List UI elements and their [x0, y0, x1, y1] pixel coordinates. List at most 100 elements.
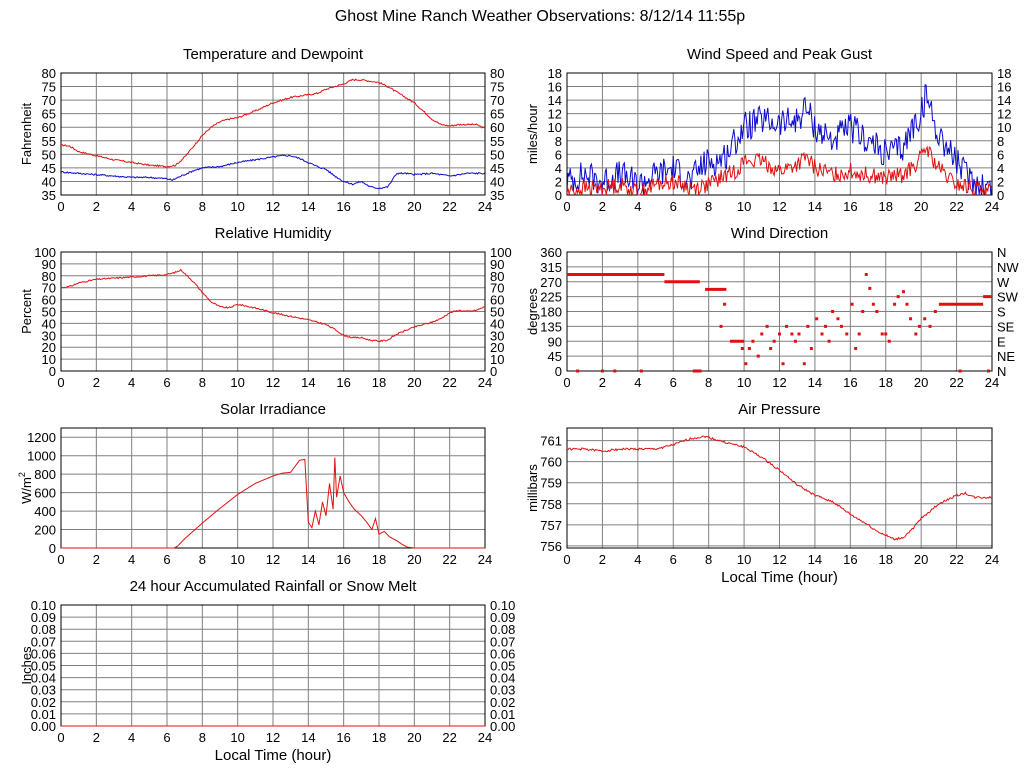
chart-rainfall: 24 hour Accumulated Rainfall or Snow Mel…	[19, 578, 515, 764]
direction-point	[875, 310, 879, 313]
x-tick-label: 18	[372, 199, 386, 214]
y-tick-label-right: 30	[490, 328, 504, 343]
y-tick-label: 50	[42, 305, 56, 320]
x-tick-label: 22	[949, 199, 963, 214]
plot-frame	[566, 72, 993, 196]
y-tick-label: 600	[34, 486, 56, 501]
x-tick-label: 10	[230, 199, 244, 214]
x-tick-label: 20	[407, 730, 421, 745]
direction-point	[864, 272, 868, 276]
x-tick-label: 12	[266, 375, 280, 390]
y-tick-label-right: 70	[490, 93, 504, 108]
y-tick-label: 20	[42, 340, 56, 355]
x-tick-label: 22	[442, 730, 456, 745]
y-tick-label-right: SE	[997, 319, 1015, 334]
direction-point	[785, 324, 789, 328]
plot-frame	[60, 251, 486, 372]
y-tick-label: 0	[555, 364, 562, 379]
x-tick-label: 20	[407, 199, 421, 214]
y-tick-label: 0.10	[31, 598, 56, 613]
y-tick-label-right: 100	[490, 245, 512, 260]
direction-point	[836, 317, 840, 321]
direction-point	[815, 317, 819, 321]
direction-point	[884, 332, 888, 336]
y-tick-label: 0.02	[31, 695, 56, 710]
page-title: Ghost Mine Ranch Weather Observations: 8…	[334, 8, 746, 25]
y-tick-label-right: 60	[490, 293, 504, 308]
direction-point	[909, 317, 913, 321]
y-tick-label-right: 0.05	[490, 659, 515, 674]
x-tick-label: 24	[478, 552, 492, 567]
direction-point	[880, 332, 884, 336]
y-tick-label: 45	[42, 161, 56, 176]
y-tick-label-right: NW	[997, 260, 1019, 275]
x-tick-label: 8	[705, 199, 712, 214]
x-tick-label: 6	[163, 199, 170, 214]
y-tick-label: 1200	[27, 430, 56, 445]
x-tick-label: 12	[772, 375, 786, 390]
x-tick-label: 22	[949, 552, 963, 567]
y-tick-label-right: 80	[490, 269, 504, 284]
y-tick-label: 0.07	[31, 634, 56, 649]
y-tick-label-right: 0.03	[490, 683, 515, 698]
y-tick-label-right: 60	[490, 120, 504, 135]
x-tick-label: 18	[372, 730, 386, 745]
y-axis-label: W/m2	[17, 472, 34, 504]
x-tick-label: 20	[914, 552, 928, 567]
x-tick-label: 0	[563, 552, 570, 567]
direction-point	[802, 362, 806, 366]
y-axis-label-text: Fahrenheit	[19, 103, 34, 166]
y-tick-label-right: 90	[490, 257, 504, 272]
y-tick-label: 50	[42, 147, 56, 162]
y-tick-label: 0	[555, 188, 562, 203]
y-tick-label-right: 50	[490, 305, 504, 320]
y-tick-label: 100	[34, 245, 56, 260]
x-tick-label: 6	[670, 375, 677, 390]
direction-point	[576, 369, 580, 373]
y-axis-label: Inches	[19, 646, 34, 685]
direction-point	[854, 347, 858, 351]
y-tick-label-right: 0.10	[490, 598, 515, 613]
x-tick-label: 16	[336, 375, 350, 390]
y-tick-label-right: 12	[997, 107, 1011, 122]
y-tick-label: 135	[540, 319, 562, 334]
y-tick-label: 60	[42, 120, 56, 135]
chart-title: 24 hour Accumulated Rainfall or Snow Mel…	[130, 578, 418, 595]
y-tick-label: 200	[34, 523, 56, 538]
direction-point	[639, 369, 643, 373]
x-tick-label: 0	[57, 199, 64, 214]
y-tick-label-right: SW	[997, 290, 1019, 305]
x-tick-label: 24	[478, 730, 492, 745]
y-tick-label: 70	[42, 281, 56, 296]
direction-point	[827, 339, 831, 343]
y-tick-label-right: 2	[997, 174, 1004, 189]
y-tick-label: 16	[548, 80, 562, 95]
direction-point	[740, 347, 744, 351]
x-tick-label: 4	[634, 375, 641, 390]
y-tick-label: 0	[49, 541, 56, 556]
direction-point	[793, 339, 797, 343]
direction-point	[790, 332, 794, 336]
y-axis-label: degrees	[525, 288, 540, 335]
y-tick-label-right: 75	[490, 80, 504, 95]
y-tick-label-right: 0.06	[490, 646, 515, 661]
direction-point	[769, 347, 773, 351]
direction-point	[958, 369, 962, 373]
y-axis-label-text: Percent	[19, 289, 34, 334]
x-tick-label: 0	[563, 375, 570, 390]
y-tick-label: 0.00	[31, 719, 56, 734]
x-tick-label: 12	[772, 552, 786, 567]
y-tick-label: 90	[548, 334, 562, 349]
y-tick-label-right: 70	[490, 281, 504, 296]
x-tick-label: 18	[879, 199, 893, 214]
direction-point	[760, 332, 764, 336]
y-tick-label: 756	[540, 539, 562, 554]
series-line-1	[567, 84, 992, 196]
y-axis-label: miles/hour	[525, 103, 540, 164]
x-tick-label: 6	[670, 552, 677, 567]
y-tick-label-right: 14	[997, 93, 1011, 108]
y-tick-label: 30	[42, 328, 56, 343]
